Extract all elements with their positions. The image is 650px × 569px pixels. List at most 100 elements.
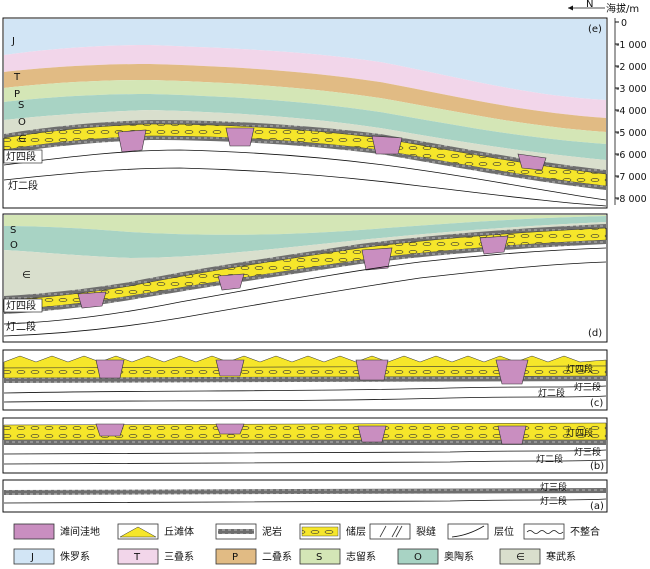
legend-swatch-S xyxy=(299,548,341,565)
stratum-label-d-C: ∈ xyxy=(22,270,31,281)
panel-a: 灯三段 灯二段 (a) xyxy=(2,479,608,513)
legend-label-J: 侏罗系 xyxy=(60,551,90,563)
mudstone-band-c xyxy=(4,376,606,383)
stratum-T xyxy=(4,45,606,118)
stratum-d-O xyxy=(4,216,606,258)
stratum-label-d-O: O xyxy=(10,240,18,251)
mudstone-band-d xyxy=(4,224,606,300)
stratum-label-S: S xyxy=(18,100,24,111)
legend-label-O: 奥陶系 xyxy=(444,550,474,563)
panel-tag-b: (b) xyxy=(590,461,604,472)
legend-swatch-horizon xyxy=(447,523,489,540)
horizon-a1 xyxy=(3,498,607,504)
mudstone-base-d xyxy=(4,240,606,314)
legend-label-unconformity: 不整合 xyxy=(570,525,600,538)
legend-symbol-O: O xyxy=(414,552,422,563)
depth-axis: N 海拔/m 0 -1 000 -2 000 -3 000 -4 000 -5 … xyxy=(568,0,647,205)
legend-symbol-J: J xyxy=(30,552,34,563)
unit-box-e xyxy=(3,149,43,164)
depression-e4 xyxy=(517,153,547,171)
horizon-c2 xyxy=(3,395,607,403)
unconformity-icon xyxy=(526,530,564,534)
depression-b1 xyxy=(95,423,125,437)
legend-swatch-T xyxy=(117,548,159,565)
stratum-O xyxy=(4,94,606,160)
axis-tick: -5 000 xyxy=(616,128,647,139)
unit-label-c-4: 灯四段 xyxy=(566,363,593,375)
legend-swatch-C xyxy=(499,548,541,565)
mudstone-band-a xyxy=(4,488,606,495)
depression-d4 xyxy=(479,235,509,255)
depression-d1 xyxy=(77,291,107,309)
panel-tag-c: (c) xyxy=(590,398,603,409)
legend: 滩间洼地 丘滩体 泥岩 储层 裂缝 层位 不整合 J 侏罗系 T 三叠系 P 二… xyxy=(13,523,600,565)
legend-symbol-P: P xyxy=(232,552,238,563)
legend-label-depression: 滩间洼地 xyxy=(60,525,100,538)
legend-label-mound: 丘滩体 xyxy=(164,525,194,538)
unit-label-a-3: 灯三段 xyxy=(540,481,567,493)
axis-title: 海拔/m xyxy=(606,2,639,15)
legend-swatch-J xyxy=(13,548,55,565)
horizon-b2 xyxy=(3,459,607,465)
panel-tag-d: (d) xyxy=(588,328,602,339)
stratum-d-S xyxy=(4,215,606,235)
unit-label-e-4: 灯四段 xyxy=(6,150,36,163)
axis-tick: -1 000 xyxy=(616,40,647,51)
axis-tick: -7 000 xyxy=(616,172,647,183)
legend-symbol-S: S xyxy=(316,552,322,563)
mound-row-c xyxy=(3,355,607,369)
legend-label-horizon: 层位 xyxy=(494,525,514,538)
depression-c1 xyxy=(95,359,125,379)
axis-tick: 0 xyxy=(621,18,627,29)
unit-label-d-2: 灯二段 xyxy=(6,320,36,333)
stratum-label-d-S: S xyxy=(10,225,16,236)
north-label: N xyxy=(586,0,593,10)
depression-c4 xyxy=(495,359,529,385)
depression-b3 xyxy=(357,425,387,443)
panel-b: 灯四段 灯三段 灯二段 (b) xyxy=(2,417,608,474)
depression-b4 xyxy=(497,425,527,445)
panel-d: S O ∈ 灯四段 灯二段 (d) xyxy=(2,213,608,343)
stratum-J xyxy=(4,19,606,100)
legend-swatch-fracture xyxy=(369,523,411,540)
axis-tick: -8 000 xyxy=(616,194,647,205)
panel-c: 灯四段 灯三段 灯二段 (c) xyxy=(2,349,608,411)
axis-tick: -4 000 xyxy=(616,106,647,117)
legend-symbol-T: T xyxy=(133,552,141,563)
stratum-P xyxy=(4,64,606,132)
legend-label-fracture: 裂缝 xyxy=(416,525,436,538)
unit-label-c-2: 灯二段 xyxy=(538,387,565,399)
axis-tick: -6 000 xyxy=(616,150,647,161)
panel-tag-a: (a) xyxy=(590,501,604,512)
depression-e3 xyxy=(371,135,403,155)
stratum-label-T: T xyxy=(13,72,21,83)
unit-label-b-3: 灯三段 xyxy=(574,446,601,458)
stratum-S xyxy=(4,80,606,144)
unit-box-d xyxy=(3,298,43,313)
mudstone-icon xyxy=(218,529,254,534)
unit-label-b-2: 灯二段 xyxy=(536,453,563,465)
unit-label-a-2: 灯二段 xyxy=(540,495,567,507)
horizon-d2 xyxy=(3,261,607,337)
stratum-label-O: O xyxy=(18,117,26,128)
panel-e: J T P S O ∈ 灯四段 灯二段 (e) xyxy=(2,17,608,209)
depression-b2 xyxy=(215,423,245,435)
fracture-icon xyxy=(379,525,403,538)
horizon-e1 xyxy=(3,149,607,201)
legend-swatch-depression xyxy=(13,523,55,540)
unit-label-e-2: 灯二段 xyxy=(8,179,38,192)
legend-label-C: 寒武系 xyxy=(546,550,576,563)
axis-tick: -2 000 xyxy=(616,62,647,73)
stratum-label-C: ∈ xyxy=(18,134,27,145)
horizon-e2 xyxy=(3,167,607,207)
legend-label-P: 二叠系 xyxy=(262,551,292,563)
horizon-icon xyxy=(451,525,485,538)
stratum-C xyxy=(4,110,606,174)
horizon-d1 xyxy=(3,247,607,325)
depression-e1 xyxy=(117,129,147,153)
horizon-b1 xyxy=(3,449,607,455)
legend-label-S: 志留系 xyxy=(346,550,376,563)
legend-label-mudstone: 泥岩 xyxy=(262,525,282,538)
depression-e2 xyxy=(225,127,255,147)
